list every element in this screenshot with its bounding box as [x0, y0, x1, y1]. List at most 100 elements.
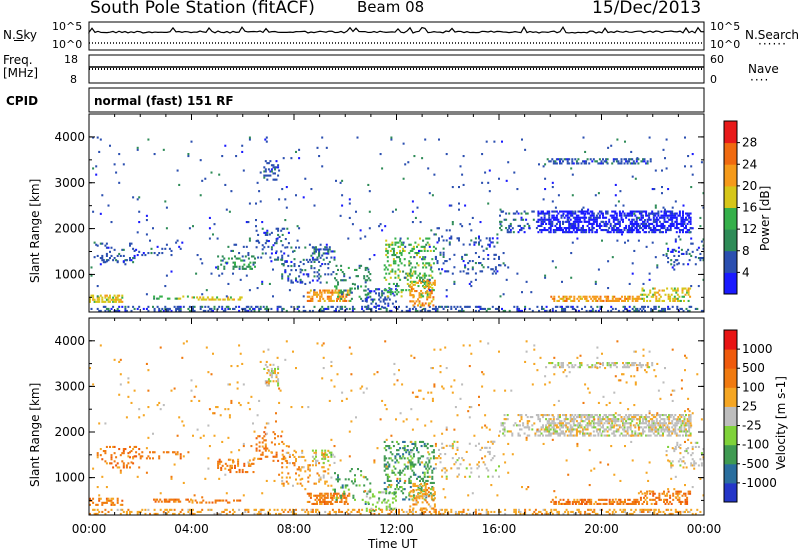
velocity-cell	[109, 499, 111, 502]
power-cell	[509, 231, 512, 234]
velocity-cell	[643, 426, 646, 429]
power-cell	[575, 160, 578, 163]
power-cell	[270, 168, 273, 171]
date-label: 15/Dec/2013	[592, 0, 702, 18]
velocity-cell	[285, 480, 288, 483]
power-cell	[462, 260, 465, 263]
velocity-cell	[428, 453, 431, 456]
power-cell	[118, 294, 121, 297]
velocity-cell	[442, 446, 445, 449]
power-cell	[336, 305, 339, 308]
velocity-cell	[323, 494, 326, 497]
power-cell	[628, 158, 631, 161]
power-cell	[482, 249, 485, 252]
velocity-cell	[345, 496, 348, 499]
power-cell	[458, 239, 460, 242]
power-cell	[699, 259, 702, 262]
power-cell	[643, 293, 645, 296]
velocity-cell	[408, 459, 411, 462]
power-cell	[263, 176, 266, 179]
power-cell	[614, 210, 617, 213]
power-cell	[696, 248, 699, 251]
power-cell	[337, 281, 339, 284]
velocity-cell	[645, 422, 648, 425]
power-cell	[615, 216, 618, 219]
velocity-cell	[566, 434, 569, 437]
power-cell	[686, 212, 689, 215]
velocity-cell	[396, 440, 398, 443]
power-cell	[669, 216, 672, 219]
power-cell	[666, 210, 669, 213]
power-cell	[595, 216, 598, 219]
power-cell	[400, 241, 403, 244]
velocity-cell	[392, 445, 395, 448]
velocity-cell	[323, 500, 326, 503]
power-cell	[541, 305, 543, 308]
power-cell	[663, 224, 666, 227]
velocity-cell	[399, 455, 402, 458]
velocity-cell	[225, 512, 228, 515]
power-cell	[569, 231, 572, 234]
velocity-cell	[416, 447, 418, 450]
power-cell	[685, 250, 688, 253]
power-cell	[430, 266, 433, 269]
velocity-cell	[421, 501, 424, 504]
power-cell	[408, 307, 411, 310]
power-cell	[453, 305, 456, 308]
power-cell	[629, 214, 632, 217]
power-cell	[265, 309, 268, 312]
power-cell	[697, 257, 700, 260]
power-cell	[341, 271, 344, 274]
power-cell	[668, 214, 671, 217]
power-cell	[571, 224, 574, 227]
power-cell	[554, 218, 557, 221]
velocity-cell	[141, 508, 144, 511]
velocity-cell	[611, 424, 614, 427]
power-cell	[432, 245, 435, 248]
velocity-cell	[424, 487, 427, 490]
power-cell	[318, 260, 321, 263]
velocity-cell	[420, 486, 423, 489]
power-cell	[272, 164, 275, 167]
power-cell	[552, 216, 555, 219]
velocity-cell	[431, 451, 434, 454]
velocity-cell	[606, 426, 609, 429]
power-cell	[408, 243, 411, 246]
velocity-cell	[255, 508, 257, 511]
power-cell	[421, 304, 424, 307]
velocity-cell	[152, 451, 154, 454]
velocity-cell	[412, 499, 415, 502]
velocity-cell	[420, 440, 423, 443]
velocity-cell	[565, 418, 568, 421]
power-cell	[690, 186, 693, 189]
power-cell	[170, 309, 173, 312]
velocity-cell	[423, 445, 426, 448]
velocity-cell	[603, 434, 606, 437]
power-cell	[256, 305, 259, 308]
velocity-cell	[408, 498, 411, 501]
power-cell	[217, 267, 220, 270]
power-cell	[384, 302, 387, 305]
power-cell	[595, 160, 598, 163]
velocity-cell	[622, 510, 625, 513]
power-cell	[406, 278, 409, 281]
power-cell	[637, 297, 640, 300]
power-cell	[426, 281, 429, 284]
velocity-cell	[340, 498, 343, 501]
velocity-cell	[402, 453, 405, 456]
power-cell	[370, 309, 373, 312]
velocity-cell	[181, 508, 184, 511]
power-cell	[484, 307, 487, 310]
power-cell	[124, 259, 127, 262]
velocity-cell	[110, 499, 113, 502]
power-cell	[326, 291, 329, 294]
power-cell	[356, 136, 359, 139]
power-cell	[410, 300, 413, 303]
velocity-cell	[588, 512, 591, 515]
power-cell	[360, 285, 363, 288]
power-cell	[631, 210, 634, 213]
power-cell	[98, 309, 101, 312]
power-cell	[600, 224, 603, 227]
power-cell	[623, 162, 626, 165]
velocity-cell	[186, 498, 189, 501]
